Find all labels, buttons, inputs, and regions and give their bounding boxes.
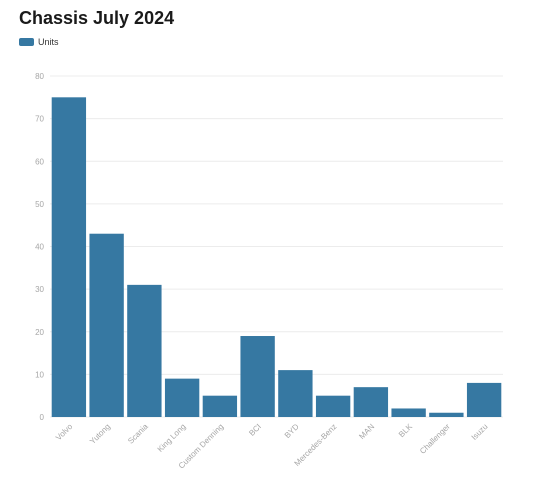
x-tick-label: Volvo: [54, 422, 75, 443]
bar: [391, 408, 426, 417]
bar: [164, 378, 200, 417]
y-tick-label: 70: [35, 115, 44, 124]
x-tick-label: BYD: [283, 422, 301, 440]
x-tick-label: Challenger: [418, 422, 452, 456]
bar: [278, 370, 313, 417]
y-tick-label: 40: [35, 243, 44, 252]
x-tick-label: Scania: [126, 422, 150, 446]
bar: [466, 382, 502, 417]
x-tick-label: BLK: [397, 422, 415, 440]
y-tick-label: 60: [35, 157, 44, 166]
gridlines: [50, 75, 503, 418]
bar: [51, 97, 87, 417]
bar: [89, 233, 124, 417]
legend: Units: [19, 37, 59, 47]
bar: [315, 395, 351, 417]
x-tick-label: MAN: [357, 422, 376, 441]
y-tick-label: 80: [35, 72, 44, 81]
chart-title: Chassis July 2024: [19, 8, 175, 28]
bar: [353, 387, 389, 417]
y-tick-label: 20: [35, 328, 44, 337]
x-tick-label: Yutong: [88, 422, 112, 446]
legend-label: Units: [38, 37, 59, 47]
bar: [127, 284, 162, 417]
y-tick-label: 10: [35, 370, 44, 379]
bars: [51, 97, 502, 417]
y-tick-label: 30: [35, 285, 44, 294]
y-axis-ticks: 0 10 20 30 40 50 60 70 80: [35, 72, 44, 422]
y-tick-label: 0: [40, 413, 45, 422]
legend-swatch: [19, 38, 34, 46]
bar: [202, 395, 238, 417]
bar: [240, 336, 275, 417]
x-tick-label: BCI: [247, 422, 263, 438]
bar: [429, 412, 464, 417]
x-tick-label: King Long: [156, 422, 188, 454]
x-tick-label: Isuzu: [470, 422, 490, 442]
y-tick-label: 50: [35, 200, 44, 209]
